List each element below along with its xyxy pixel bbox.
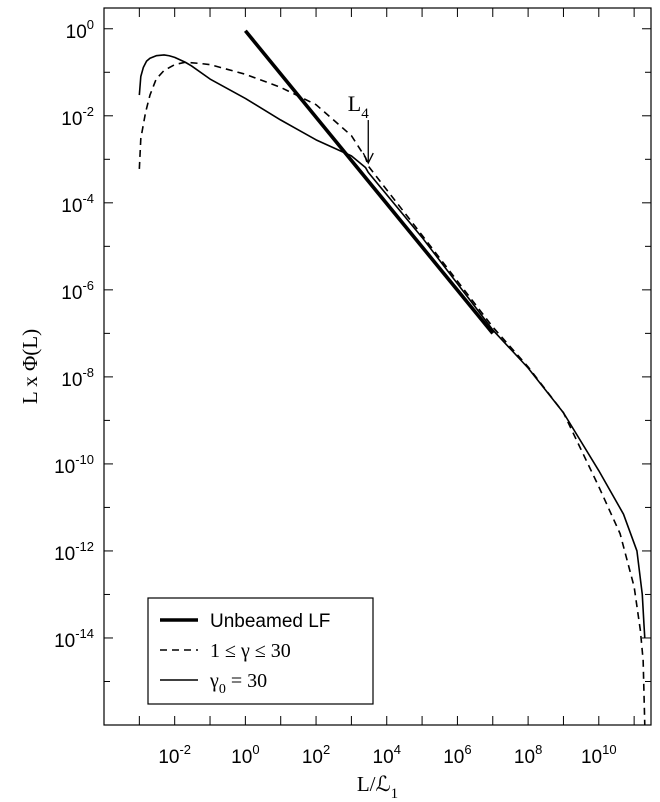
y-tick-label: 10-10 [54, 452, 94, 478]
x-tick-label: 106 [443, 742, 471, 768]
y-tick-label: 10-4 [61, 191, 94, 217]
y-tick-label: 10-8 [61, 365, 94, 391]
legend-label-2: 1 ≤ γ ≤ 30 [210, 640, 291, 662]
y-tick-label: 10-2 [61, 104, 94, 130]
series-line-1 [245, 31, 492, 334]
y-tick-label: 10-14 [54, 626, 94, 652]
y-tick-label: 10-12 [54, 539, 94, 565]
x-tick-label: 108 [514, 742, 542, 768]
annotation-layer: L4 [348, 91, 373, 163]
series-line-3 [139, 55, 644, 638]
x-tick-label: 10-2 [158, 742, 191, 768]
annotation-label: L4 [348, 91, 369, 122]
y-tick-label: 10-6 [61, 278, 94, 304]
y-tick-label: 100 [66, 17, 94, 43]
x-tick-label: 100 [231, 742, 259, 768]
legend-label-1: Unbeamed LF [210, 611, 330, 632]
x-tick-label: 104 [373, 742, 401, 768]
x-tick-label: 102 [302, 742, 330, 768]
x-tick-label: 1010 [581, 742, 617, 768]
y-axis-title: L x Φ(L) [18, 329, 42, 404]
x-axis-title: L/ℒ1 [357, 772, 398, 802]
